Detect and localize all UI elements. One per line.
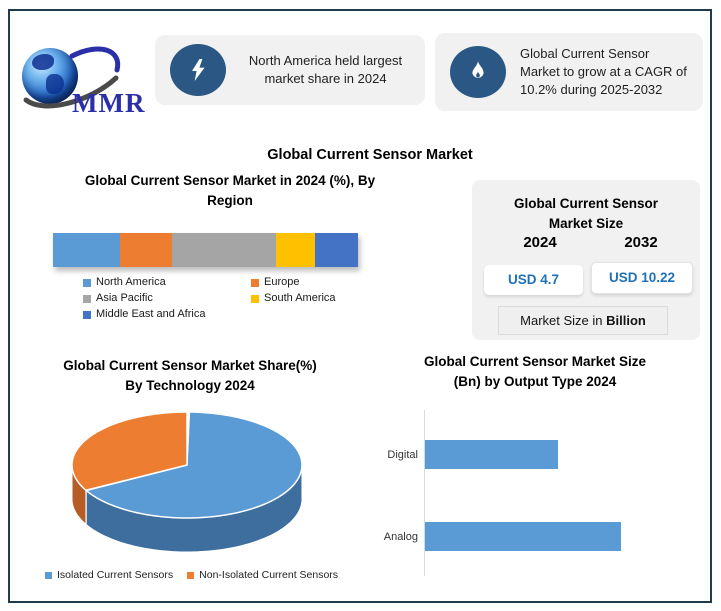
- region-segment-south-america: [275, 233, 316, 267]
- pie-slice-isolated-current-sensors: [85, 411, 303, 519]
- legend-label: Non-Isolated Current Sensors: [199, 569, 339, 581]
- technology-legend: Isolated Current Sensors Non-Isolated Cur…: [45, 568, 338, 583]
- output-bar-analog: [425, 522, 621, 551]
- page-border: [8, 9, 712, 603]
- legend-item-non-isolated-current-sensors: Non-Isolated Current Sensors: [187, 568, 338, 583]
- legend-swatch-icon: [45, 572, 52, 579]
- pie-slice-non-isolated-current-sensors: [71, 411, 188, 492]
- output-bar-row-analog: Analog: [378, 522, 621, 551]
- page-title: Global Current Sensor Market: [267, 147, 473, 163]
- region-chart-section: Global Current Sensor Market in 2024 (%)…: [45, 171, 415, 331]
- market-size-unit-note: Market Size in Billion: [498, 306, 668, 335]
- lightning-icon: [170, 44, 226, 96]
- technology-chart-section: Global Current Sensor Market Share(%) By…: [25, 356, 355, 596]
- output-bar-label: Analog: [383, 530, 418, 543]
- legend-label: Europe: [264, 276, 300, 288]
- technology-chart-title: Global Current Sensor Market Share(%) By…: [63, 358, 317, 393]
- flame-icon: [450, 46, 506, 98]
- callout-north-america: North America held largest market share …: [155, 35, 425, 105]
- mmr-logo: MMR: [16, 40, 166, 118]
- globe-icon: [22, 48, 78, 104]
- region-legend: North America Europe Asia Pacific South Ame…: [83, 275, 403, 322]
- output-bar-label: Digital: [387, 448, 418, 461]
- output-chart-title: Global Current Sensor Market Size (Bn) b…: [423, 354, 647, 389]
- year-2032-label: 2032: [624, 234, 658, 251]
- output-bar-digital: [425, 440, 558, 469]
- technology-pie-chart: [71, 411, 303, 553]
- legend-label: Middle East and Africa: [96, 308, 206, 320]
- region-stacked-bar: [53, 233, 358, 267]
- legend-label: North America: [96, 276, 166, 288]
- legend-item-europe: Europe: [251, 275, 403, 290]
- region-segment-europe: [120, 233, 172, 267]
- output-chart-axis: [424, 410, 425, 576]
- legend-swatch-icon: [251, 294, 259, 303]
- legend-item-south-america: South America: [251, 291, 403, 306]
- year-2024-label: 2024: [523, 234, 557, 251]
- region-chart-title: Global Current Sensor Market in 2024 (%)…: [84, 173, 376, 208]
- legend-item-isolated-current-sensors: Isolated Current Sensors: [45, 568, 173, 583]
- output-bar-row-digital: Digital: [378, 440, 558, 469]
- callout-text: Global Current Sensor Market to grow at …: [520, 46, 687, 97]
- callout-text: North America held largest market share …: [248, 53, 403, 86]
- region-segment-asia-pacific: [171, 233, 276, 267]
- market-size-2032-value: USD 10.22: [591, 262, 693, 294]
- legend-label: South America: [264, 292, 336, 304]
- market-size-title: Global Current Sensor Market Size: [513, 196, 659, 231]
- legend-swatch-icon: [187, 572, 195, 579]
- callout-cagr: Global Current Sensor Market to grow at …: [435, 33, 703, 111]
- legend-item-asia-pacific: Asia Pacific: [83, 291, 251, 306]
- legend-swatch-icon: [251, 278, 259, 287]
- brand-text: MMR: [72, 88, 146, 118]
- legend-label: Isolated Current Sensors: [57, 569, 174, 581]
- legend-swatch-icon: [83, 278, 91, 287]
- output-chart-section: Global Current Sensor Market Size (Bn) b…: [370, 352, 700, 587]
- market-size-2024-value: USD 4.7: [484, 265, 583, 295]
- legend-label: Asia Pacific: [96, 292, 153, 304]
- legend-swatch-icon: [83, 310, 91, 319]
- legend-swatch-icon: [83, 294, 91, 303]
- region-segment-middle-east-and-africa: [315, 233, 358, 267]
- market-size-panel: Global Current Sensor Market Size 2024 2…: [472, 180, 700, 340]
- legend-item-middle-east-and-africa: Middle East and Africa: [83, 307, 251, 322]
- legend-item-north-america: North America: [83, 275, 251, 290]
- region-segment-north-america: [53, 233, 121, 267]
